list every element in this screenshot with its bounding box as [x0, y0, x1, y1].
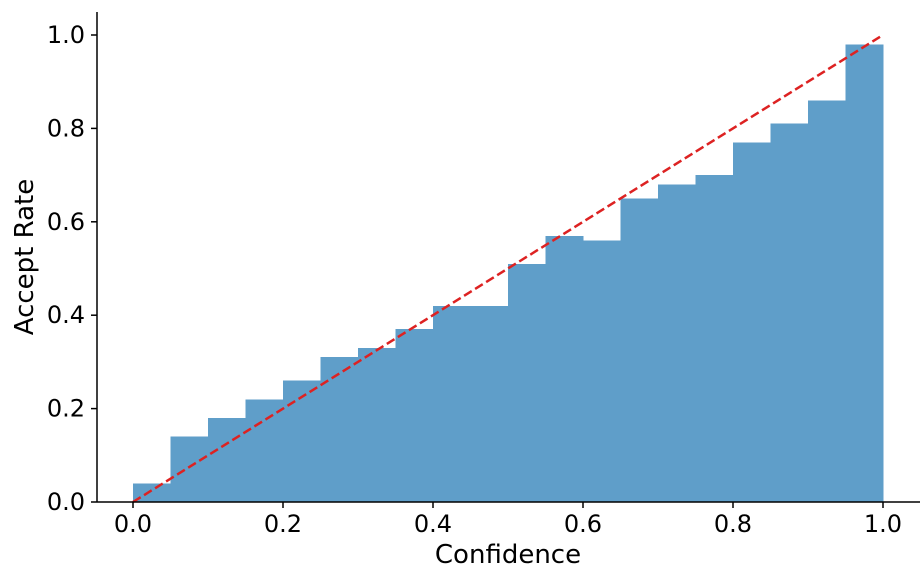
histogram-bar [470, 305, 509, 502]
histogram-bar [283, 380, 321, 502]
histogram-bar [433, 305, 471, 502]
histogram-bar [845, 44, 884, 503]
x-tick-label: 0.8 [714, 510, 752, 538]
x-axis-label: Confidence [435, 540, 581, 569]
y-axis-label: Accept Rate [10, 179, 40, 336]
histogram-bar [733, 142, 771, 502]
histogram-bar [620, 198, 659, 502]
x-tick-label: 0.6 [564, 510, 602, 538]
histogram-bar [170, 436, 209, 502]
y-tick-label: 0.4 [47, 301, 85, 329]
histogram-bar [245, 399, 284, 502]
histogram-bar [320, 357, 359, 502]
histogram-bar [658, 184, 696, 502]
y-ticks-group: 0.0 0.2 0.4 0.6 0.8 1.0 [47, 21, 97, 516]
x-tick-label: 0.2 [264, 510, 302, 538]
y-tick-label: 0.0 [47, 488, 85, 516]
x-ticks-group: 0.0 0.2 0.4 0.6 0.8 1.0 [114, 502, 902, 538]
histogram-bar [358, 347, 396, 502]
histogram-bar [508, 263, 546, 502]
histogram-bar [808, 100, 846, 502]
y-tick-label: 0.6 [47, 208, 85, 236]
histogram-bar [133, 483, 171, 502]
histogram-bar [583, 240, 621, 503]
x-tick-label: 0.0 [114, 510, 152, 538]
histogram-bar [770, 123, 809, 502]
diagonal-reference-line [132, 33, 884, 504]
y-tick-label: 0.2 [47, 395, 85, 423]
histogram-bar [545, 235, 584, 502]
x-tick-label: 1.0 [864, 510, 902, 538]
histogram-bar [208, 417, 246, 502]
x-tick-label: 0.4 [414, 510, 452, 538]
histogram-bar [695, 175, 734, 502]
histogram-bar [395, 329, 434, 502]
y-tick-label: 0.8 [47, 114, 85, 142]
y-tick-label: 1.0 [47, 21, 85, 49]
